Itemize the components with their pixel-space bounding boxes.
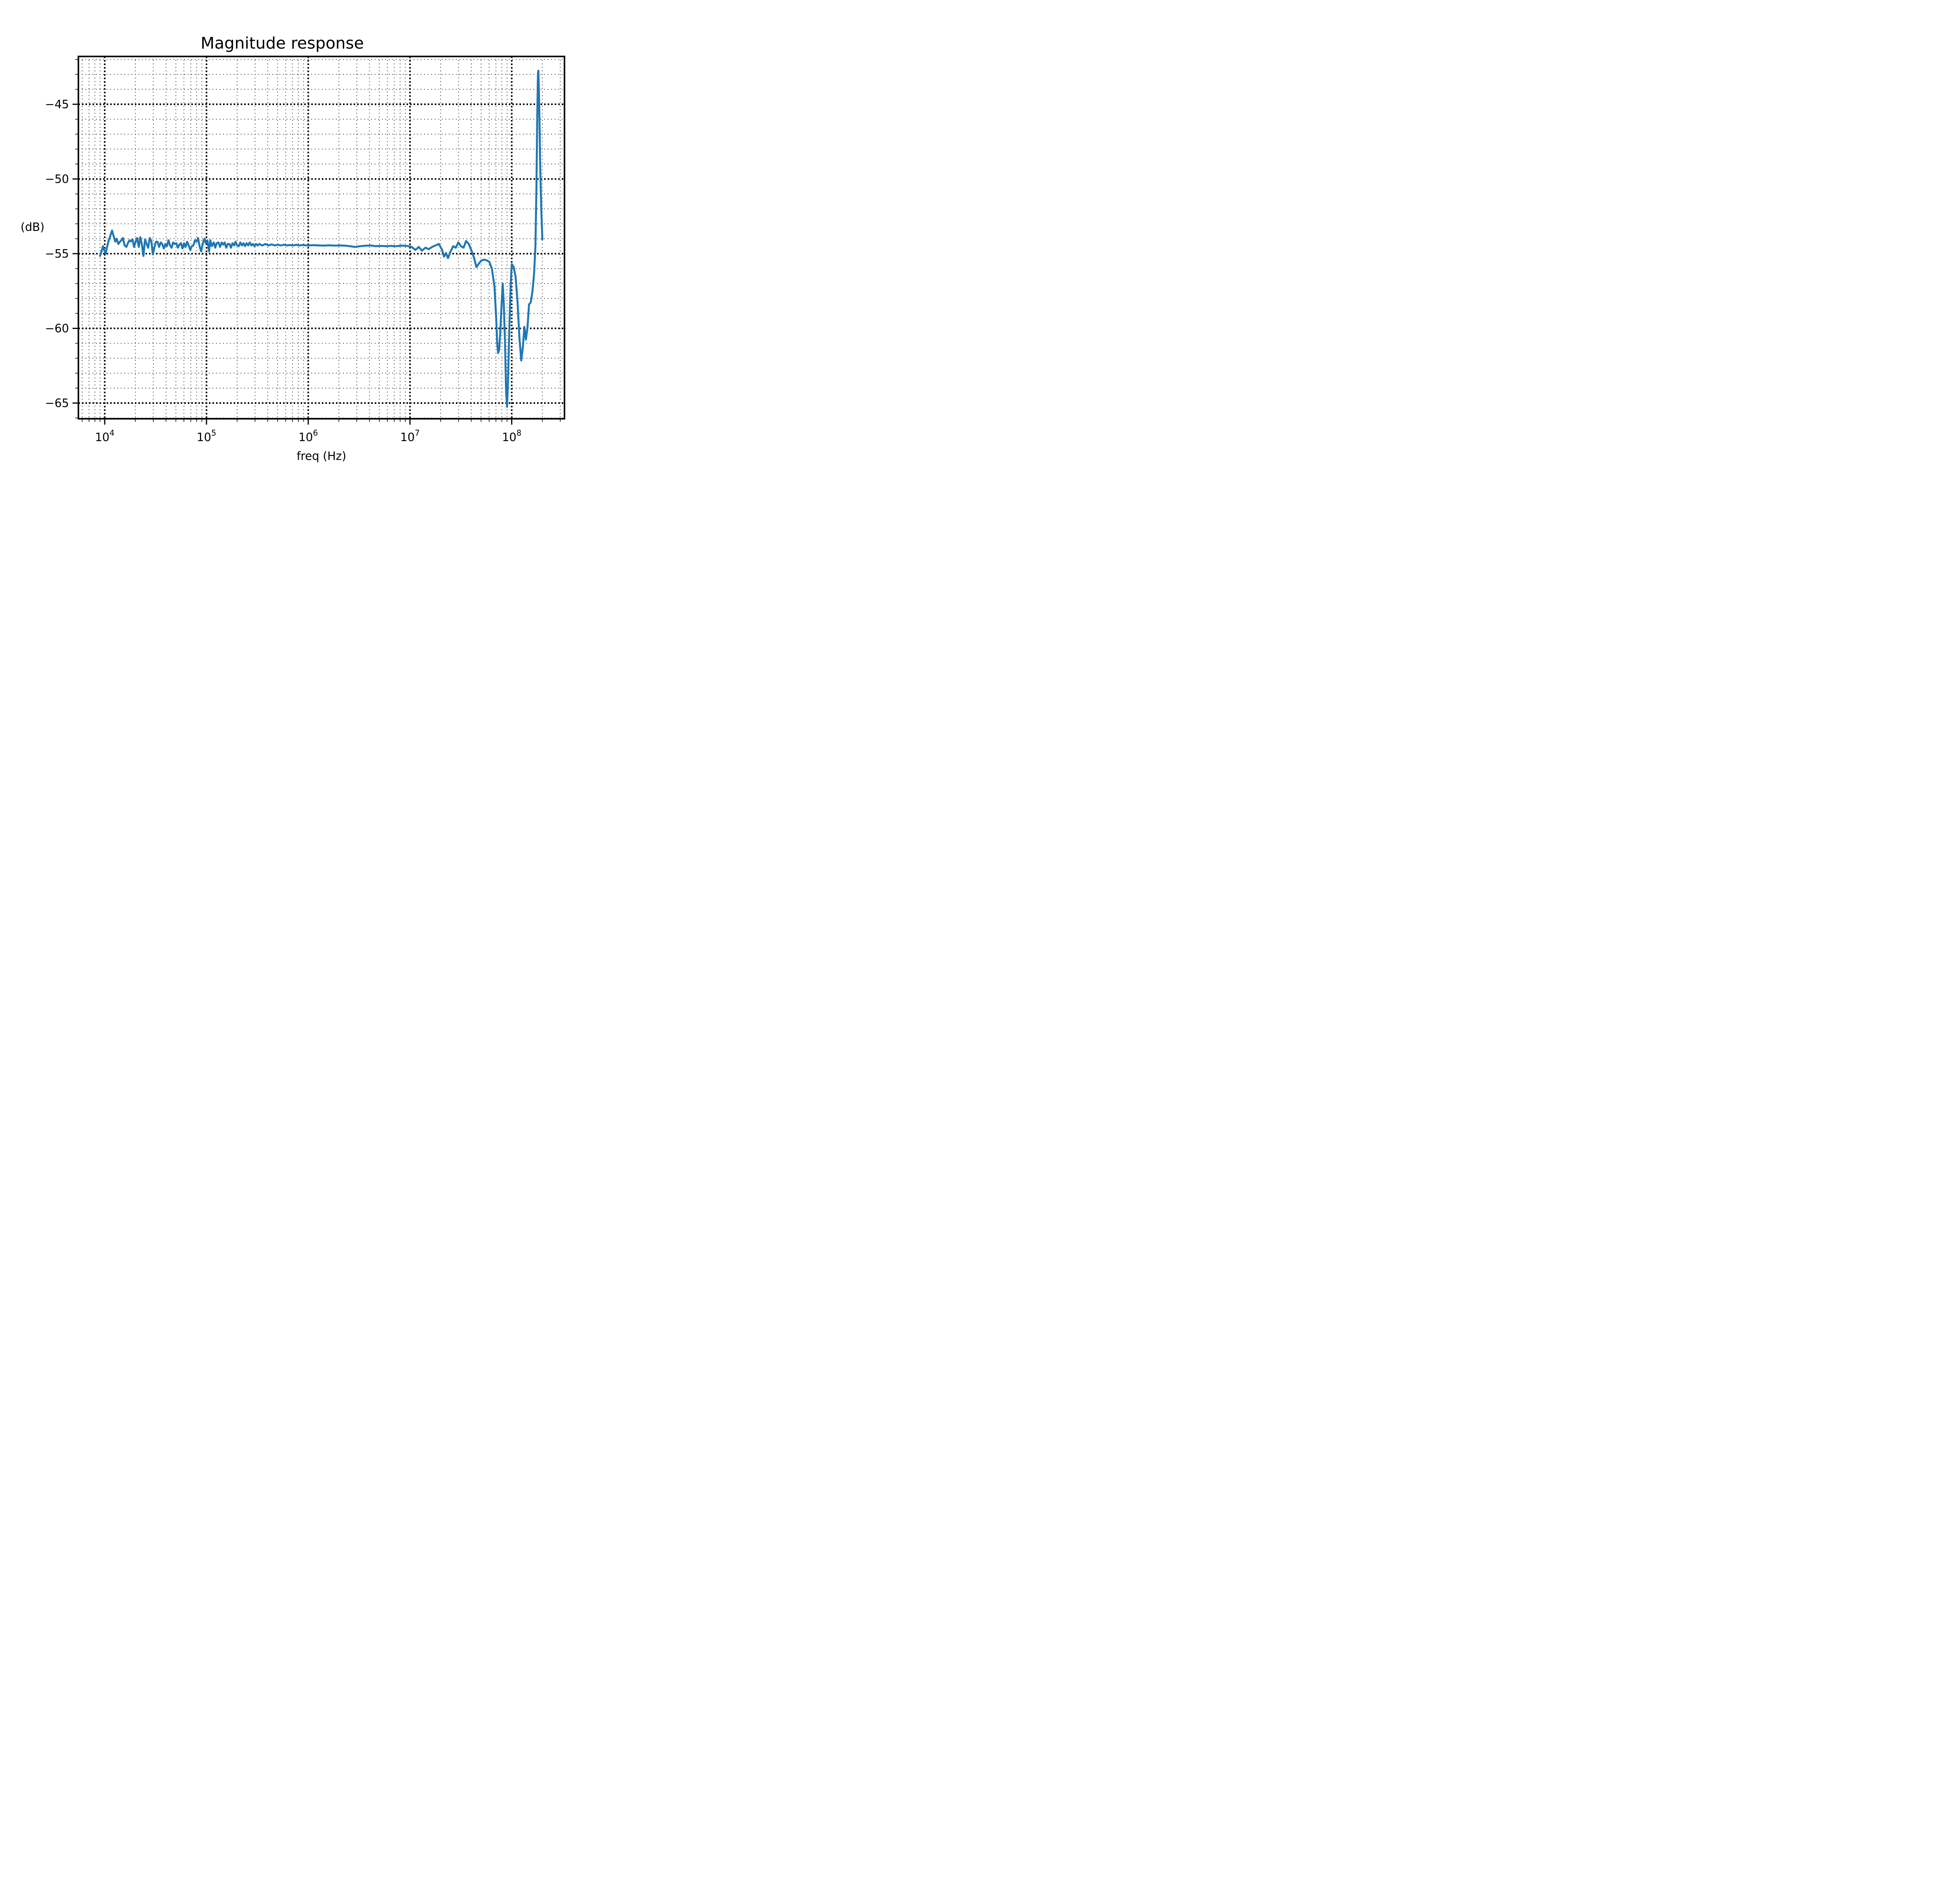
- y-axis-label: (dB): [20, 220, 45, 234]
- x-axis-label: freq (Hz): [296, 449, 347, 463]
- y-tick-label: −65: [45, 396, 69, 410]
- y-tick-label: −45: [45, 98, 69, 111]
- major-gridlines: [78, 56, 564, 419]
- figure: 104 105 106 107 108 −45 −50 −55 −60 −65 Magnitude…: [0, 0, 627, 470]
- x-tick-labels: 104 105 106 107 108: [95, 428, 521, 444]
- chart-title: Magnitude response: [200, 34, 364, 53]
- minor-gridlines: [78, 56, 564, 419]
- x-tick-label: 106: [298, 428, 318, 444]
- y-tick-labels: −45 −50 −55 −60 −65: [45, 98, 69, 410]
- x-tick-label: 105: [197, 428, 216, 444]
- magnitude-response-chart: 104 105 106 107 108 −45 −50 −55 −60 −65: [45, 56, 565, 444]
- x-tick-label: 107: [400, 428, 420, 444]
- axis-ticks: [73, 59, 561, 425]
- x-tick-label: 104: [95, 428, 114, 444]
- y-tick-label: −55: [45, 247, 69, 260]
- y-tick-label: −50: [45, 172, 69, 185]
- x-tick-label: 108: [502, 428, 522, 444]
- magnitude-curve: [99, 69, 544, 408]
- plot-area-border: [78, 56, 565, 420]
- y-tick-label: −60: [45, 322, 69, 335]
